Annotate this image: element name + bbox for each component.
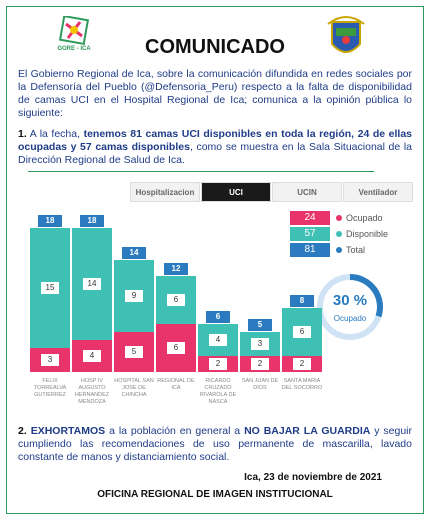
category-label: HOSP IV AUGUSTO HERNANDEZ MENDOZA [74,378,110,405]
bold-text: tenemos 81 camas UCI disponibles en toda… [18,128,413,153]
total-label: 18 [80,215,104,227]
category-label: RICARDO CRUZADO RIVAROLA DE NASCA [199,378,237,405]
point-number: 1. [18,128,27,140]
category-label: SANTA MARIA DEL SOCORRO [281,378,323,391]
value-label: 4 [83,350,101,362]
value-label: 2 [251,358,269,370]
legend-label: Total [346,245,366,255]
bold-text: EXHORTAMOS [30,425,106,437]
separator [28,171,374,172]
value-label: 3 [41,354,59,366]
point-number: 2. [18,425,27,437]
point-1: 1. A la fecha, tenemos 81 camas UCI disp… [18,128,412,167]
total-label: 5 [248,319,272,331]
category-label: HOSPITAL SAN JOSE DE CHINCHA [114,378,154,398]
total-label: 14 [122,247,146,259]
total-label: 12 [164,263,188,275]
date: Ica, 23 de noviembre de 2021 [244,472,382,483]
frame [6,6,424,514]
total-label: 18 [38,215,62,227]
tab: UCI [201,182,271,202]
value-label: 6 [167,342,185,354]
summary-value: 57 [290,227,330,241]
legend-dot [336,231,342,237]
value-label: 6 [293,326,311,338]
tab: UCIN [272,182,342,202]
legend-label: Ocupado [346,213,383,223]
point-2: 2. EXHORTAMOS a la población en general … [18,425,412,464]
donut-arc [349,274,383,318]
category-label: FELIX TORREALVA GUTIERREZ [33,378,67,398]
bold-text: NO BAJAR LA GUARDIA [244,425,371,437]
text: , como se muestra en la Sala Situacional… [18,141,412,166]
category-label: SAN JUAN DE DIOS [241,378,279,391]
summary-value: 81 [290,243,330,257]
legend-entry: Disponible [336,227,388,241]
text: a la población en general a [105,425,245,437]
text: A la fecha, [29,128,84,140]
legend-dot [336,215,342,221]
legend-dot [336,247,342,253]
summary-value: 24 [290,211,330,225]
legend-label: Disponible [346,229,389,239]
value-label: 3 [251,338,269,350]
value-label: 4 [209,334,227,346]
total-label: 6 [206,311,230,323]
donut-caption: Ocupado [334,314,367,323]
value-label: 14 [83,278,101,290]
title: COMUNICADO [145,36,285,58]
value-label: 2 [209,358,227,370]
value-label: 6 [167,294,185,306]
tab: Hospitalizacion [130,182,200,202]
logo-left [58,16,90,46]
intro: El Gobierno Regional de Ica, sobre la co… [18,68,412,119]
text: y seguir cumpliendo las recomendaciones … [18,425,412,463]
value-label: 9 [125,290,143,302]
logo-text: GORE - ICA [57,46,91,52]
value-label: 15 [41,282,59,294]
legend-entry: Ocupado [336,211,383,225]
legend-entry: Total [336,243,365,257]
value-label: 2 [293,358,311,370]
tab: Ventilador [343,182,413,202]
footer: OFICINA REGIONAL DE IMAGEN INSTITUCIONAL [97,489,333,500]
category-label: REGIONAL DE ICA [157,378,195,391]
total-label: 8 [290,295,314,307]
value-label: 5 [125,346,143,358]
logo-right [327,16,365,53]
donut-label: 30 % [333,292,367,309]
donut: 30 % Ocupado [317,274,383,340]
